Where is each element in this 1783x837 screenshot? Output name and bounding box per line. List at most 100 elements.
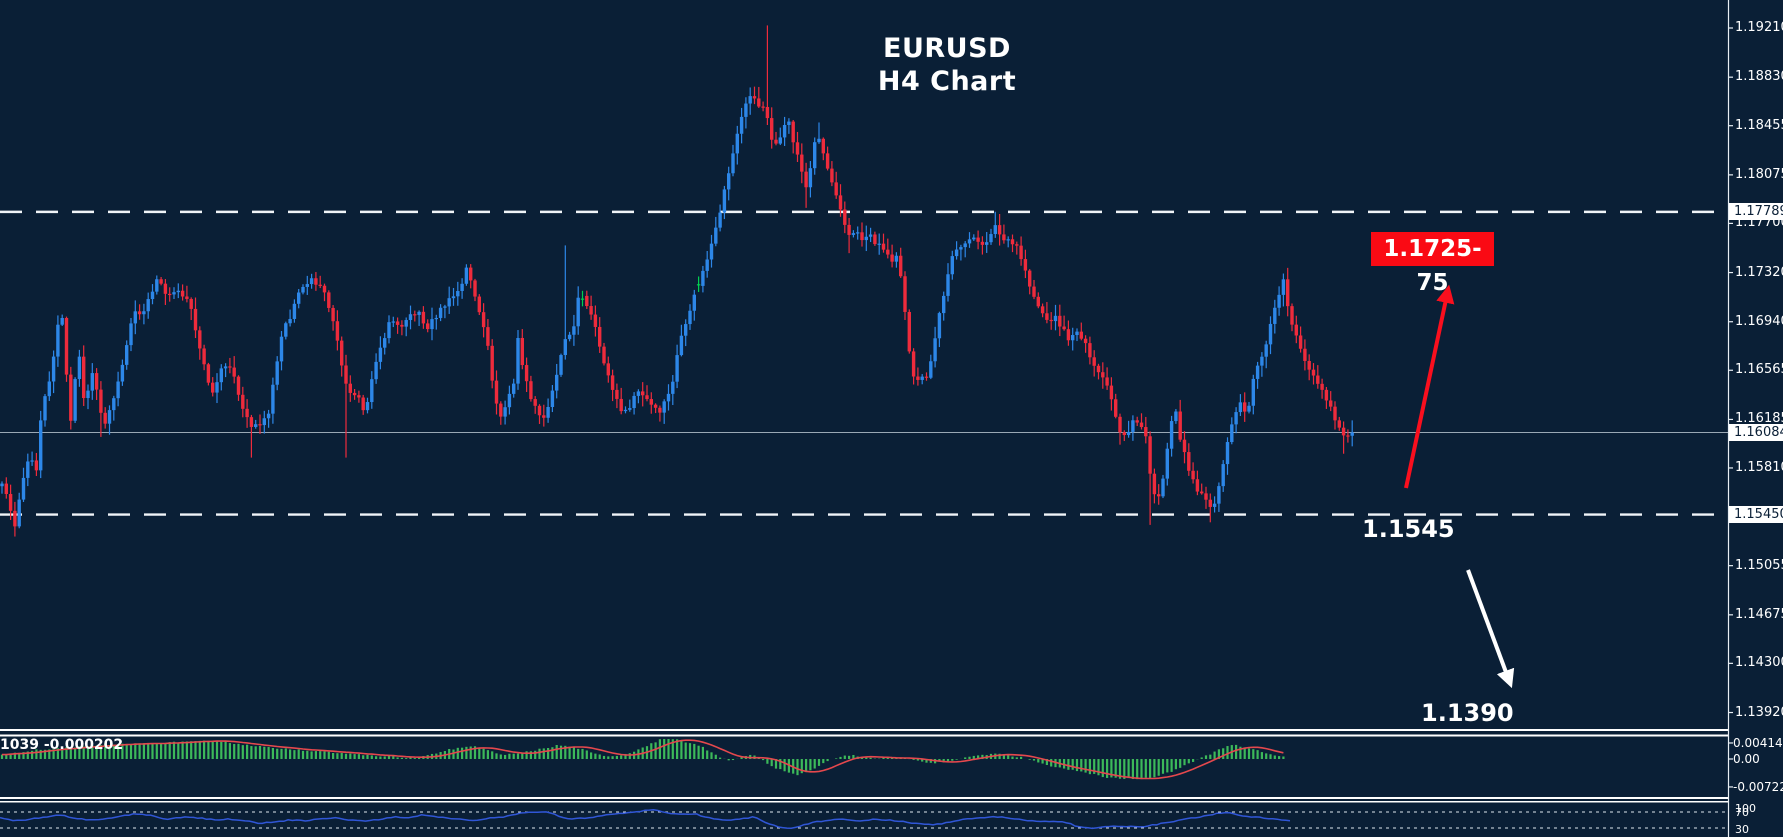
candle-body bbox=[395, 321, 400, 325]
chart-title-timeframe: H4 Chart bbox=[877, 66, 1017, 97]
candle-body bbox=[1187, 452, 1191, 471]
price-axis-label: 1.15055 bbox=[1735, 557, 1783, 573]
candle-body bbox=[1131, 420, 1135, 432]
candle-body bbox=[64, 317, 69, 375]
candle-body bbox=[404, 320, 408, 327]
candle-body bbox=[318, 284, 322, 286]
candle-body bbox=[868, 234, 873, 237]
candle-body bbox=[1092, 357, 1096, 366]
candle-body bbox=[1273, 307, 1277, 324]
candle-body bbox=[731, 153, 735, 174]
candle-body bbox=[877, 243, 881, 245]
candle-body bbox=[86, 390, 90, 399]
candle-body bbox=[451, 296, 456, 299]
candle-body bbox=[1234, 412, 1238, 425]
candle-body bbox=[387, 322, 391, 339]
candle-body bbox=[374, 361, 378, 380]
candle-body bbox=[146, 299, 150, 312]
candle-body bbox=[284, 323, 288, 337]
candle-body bbox=[967, 239, 972, 244]
candle-body bbox=[1118, 416, 1122, 433]
candle-body bbox=[1028, 270, 1032, 287]
candle-body bbox=[34, 460, 39, 471]
candle-body bbox=[370, 379, 374, 403]
macd-axis-label: 0.00 bbox=[1733, 752, 1760, 766]
candle-body bbox=[628, 408, 632, 410]
candle-body bbox=[1010, 239, 1015, 245]
rsi-indicator-pane bbox=[0, 809, 1728, 830]
candle-body bbox=[537, 405, 542, 416]
candle-body bbox=[1015, 244, 1019, 246]
candle-body bbox=[722, 189, 727, 213]
candle-body bbox=[636, 391, 641, 396]
candle-body bbox=[589, 306, 593, 315]
candle-body bbox=[426, 323, 430, 330]
candle-body bbox=[1277, 294, 1281, 308]
bullish-target-arrow bbox=[1404, 284, 1455, 489]
candle-body bbox=[69, 374, 73, 421]
candle-body bbox=[598, 326, 602, 347]
candle-body bbox=[688, 310, 692, 325]
candle-body bbox=[864, 236, 868, 241]
candle-body bbox=[82, 356, 86, 399]
candle-body bbox=[1341, 427, 1346, 436]
candle-body bbox=[56, 324, 60, 357]
candle-body bbox=[0, 483, 4, 487]
candle-body bbox=[43, 396, 47, 421]
candle-body bbox=[1281, 279, 1286, 295]
candle-body bbox=[795, 142, 800, 155]
candle-body bbox=[701, 270, 705, 286]
candle-body bbox=[1126, 431, 1131, 436]
candle-body bbox=[1105, 377, 1109, 386]
candle-body bbox=[1307, 360, 1311, 370]
candle-body bbox=[1075, 331, 1079, 336]
candle-body bbox=[1174, 411, 1178, 422]
candle-body bbox=[748, 96, 752, 104]
downside-target-text: 1.1390 bbox=[1421, 699, 1514, 727]
candle-body bbox=[529, 381, 533, 400]
candle-body bbox=[383, 338, 387, 348]
candle-body bbox=[555, 374, 559, 391]
candle-body bbox=[847, 224, 851, 235]
candle-body bbox=[8, 494, 13, 511]
candle-body bbox=[1122, 432, 1126, 436]
candle-body bbox=[236, 376, 241, 395]
candle-body bbox=[602, 346, 606, 364]
macd-axis-label: 0.004141 bbox=[1733, 735, 1783, 750]
pane-separator bbox=[0, 734, 1728, 737]
candle-body bbox=[1195, 479, 1200, 492]
candle-body bbox=[666, 393, 671, 402]
candle-body bbox=[1294, 324, 1298, 336]
candle-body bbox=[1144, 427, 1148, 437]
candle-body bbox=[4, 483, 8, 495]
candle-body bbox=[103, 412, 107, 424]
candle-body bbox=[335, 321, 340, 341]
candle-body bbox=[245, 408, 249, 418]
candle-body bbox=[469, 267, 473, 281]
candle-body bbox=[679, 335, 684, 356]
candle-body bbox=[632, 395, 636, 409]
candle-body bbox=[572, 326, 576, 335]
macd-axis-label: -0.00722 bbox=[1733, 779, 1783, 794]
candle-body bbox=[907, 311, 911, 352]
price-axis-label: 1.18455 bbox=[1735, 117, 1783, 133]
candle-body bbox=[168, 293, 172, 296]
candle-body bbox=[1268, 323, 1273, 345]
candle-body bbox=[400, 324, 404, 327]
candle-body bbox=[524, 365, 529, 382]
candle-body bbox=[623, 409, 628, 412]
candle-body bbox=[477, 296, 481, 313]
candle-body bbox=[825, 153, 830, 169]
candle-body bbox=[1062, 326, 1066, 330]
candle-body bbox=[890, 254, 894, 262]
candle-body bbox=[1346, 435, 1350, 437]
candle-body bbox=[51, 356, 56, 382]
target-zone-badge: 1.1725-75 bbox=[1371, 232, 1494, 296]
candle-body bbox=[1023, 259, 1028, 271]
candle-body bbox=[718, 212, 722, 228]
candle-body bbox=[950, 256, 954, 275]
candle-body bbox=[456, 291, 460, 297]
bearish-target-arrow bbox=[1466, 569, 1515, 689]
